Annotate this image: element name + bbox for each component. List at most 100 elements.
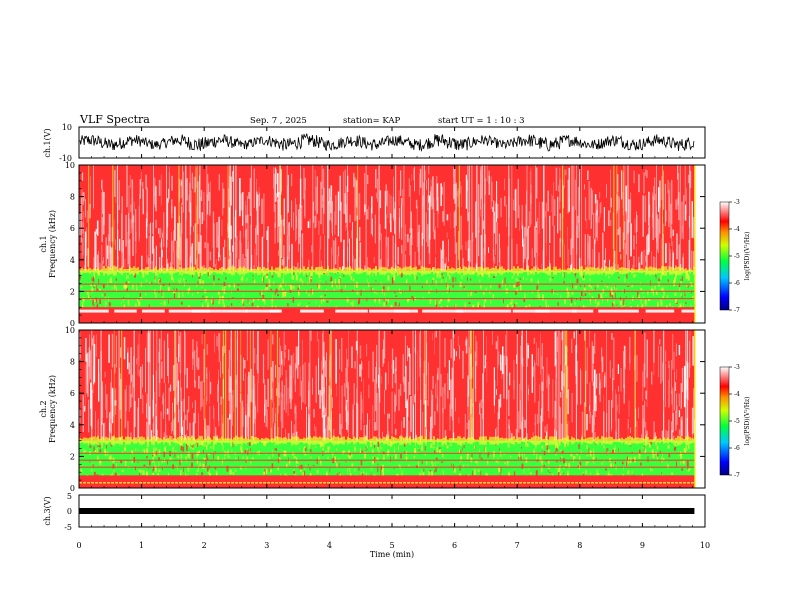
spectrogram-low-line [247, 482, 250, 484]
spectrogram-noise-streak [177, 384, 179, 423]
spectrogram-noise-streak [342, 266, 344, 271]
spectrogram-band-edge [461, 438, 463, 443]
spectrogram-band-texture [265, 284, 268, 287]
spectrogram-noise-streak [168, 188, 169, 203]
time-tick-label: 0 [76, 541, 81, 550]
spectrogram-noise-streak [351, 346, 353, 369]
spectrogram-noise-streak [307, 221, 310, 229]
spectrogram-band-edge [427, 267, 429, 274]
colorbar-tick-label: -5 [734, 253, 740, 260]
spectrogram-noise-streak [125, 385, 127, 412]
spectrogram-noise-streak [536, 229, 537, 254]
spectrogram-noise-streak [239, 230, 242, 244]
spectrogram-low-line [355, 482, 358, 484]
spectrogram-noise-streak [668, 360, 670, 368]
spectrogram-low-line [623, 482, 626, 484]
spectrogram-noise-streak [247, 214, 249, 241]
spectrogram-band-edge [315, 267, 317, 275]
spectrogram-noise-streak [218, 333, 219, 351]
spectrogram-band-edge [571, 269, 573, 273]
spectrogram-noise-streak [563, 373, 565, 387]
spectrogram-low-line [519, 482, 522, 484]
spectrogram-band-edge [653, 439, 655, 443]
spectrogram-band-edge [235, 269, 237, 273]
spectrogram-band-edge [125, 436, 127, 445]
spectrogram-noise-streak [236, 236, 238, 259]
spectrogram-band-texture [202, 472, 203, 475]
spectrogram-band-texture [101, 293, 103, 297]
spectrogram-band-edge [463, 436, 465, 445]
spectrogram-band-texture [142, 449, 144, 452]
spectrogram-noise-streak [171, 232, 172, 271]
spectrogram-band-edge [465, 266, 467, 275]
spectrogram-noise-streak [684, 165, 686, 202]
spectrogram-noise-streak [303, 168, 305, 200]
spectrogram-noise-streak [521, 205, 523, 229]
spectrogram-band-edge [113, 265, 115, 276]
spectrogram-noise-streak [426, 180, 427, 190]
spectrogram-noise-streak [691, 407, 694, 435]
spectrogram-noise-streak [259, 192, 260, 207]
spectrogram-noise-streak [364, 265, 366, 271]
spectrogram-band-edge [129, 436, 131, 445]
spectrogram-band-edge [369, 438, 371, 443]
spectrogram-noise-streak [309, 218, 311, 228]
spectrogram-noise-streak [131, 198, 134, 229]
spectrogram-band-texture [435, 457, 438, 460]
spectrogram-band-texture [487, 460, 489, 466]
spectrogram-band-edge [147, 266, 149, 275]
spectrogram-band-texture [266, 273, 268, 277]
spectrogram-noise-streak [140, 171, 142, 186]
spectrogram-noise-streak [197, 357, 200, 370]
spectrogram-band-edge [117, 269, 119, 273]
spectrogram-band-texture [609, 291, 612, 297]
spectrogram-noise-streak [324, 235, 325, 268]
spectrogram-band-edge [689, 437, 691, 445]
spectrogram-band-texture [309, 456, 312, 458]
spectrogram-band-edge [603, 437, 605, 444]
spectrogram-band-texture [447, 297, 450, 303]
spectrogram-impulse-line [470, 330, 472, 441]
spectrogram-band-edge [555, 266, 557, 276]
spectrogram-band-edge [339, 437, 341, 444]
spectrogram-band-edge [639, 437, 641, 444]
spectrogram-noise-streak [118, 256, 119, 271]
spectrogram-band-texture [660, 460, 662, 464]
spectrogram-band-texture [541, 449, 543, 452]
spectrogram-band-edge [385, 267, 387, 274]
spectrogram-band-texture [238, 456, 239, 461]
spectrogram-impulse-line [679, 165, 681, 271]
spectrogram-noise-streak [525, 204, 527, 237]
spectrogram-noise-streak [671, 390, 673, 405]
spectrogram-band-texture [657, 301, 659, 307]
spectrogram-band-edge [181, 269, 183, 273]
spectrogram-noise-streak [385, 236, 387, 270]
spectrogram-noise-streak [667, 431, 669, 441]
spectrogram-band-texture [627, 470, 630, 474]
spectrogram-noise-streak [171, 241, 173, 271]
spectrogram-band-texture [237, 283, 240, 286]
spectrogram-band-texture [518, 452, 520, 457]
spectrogram-noise-streak [108, 334, 110, 363]
spectrogram-noise-streak [297, 346, 299, 379]
spectrogram-band-texture [628, 458, 630, 464]
spectrogram-band-texture [208, 469, 210, 475]
spectrogram-band-texture [382, 470, 384, 476]
spectrogram-band-texture [241, 298, 244, 304]
spectrogram-band-texture [651, 449, 654, 455]
spectrogram-low-line [99, 482, 102, 484]
spectrogram-band-texture [419, 472, 421, 476]
spectrogram-band-texture [463, 287, 465, 290]
spectrogram-band-texture [567, 290, 570, 297]
spectrogram-band-texture [235, 457, 237, 459]
spectrogram-band-edge [545, 435, 547, 446]
spectrogram-noise-streak [455, 351, 457, 357]
spectrogram-band-texture [179, 460, 181, 466]
spectrogram-noise-streak [294, 363, 296, 392]
spectrogram-band-edge [121, 266, 123, 276]
spectrogram-band-texture [223, 303, 225, 308]
spectrogram-band-edge [291, 267, 293, 275]
spectrogram-noise-streak [611, 400, 613, 429]
spectrogram-impulse-line [309, 330, 311, 441]
